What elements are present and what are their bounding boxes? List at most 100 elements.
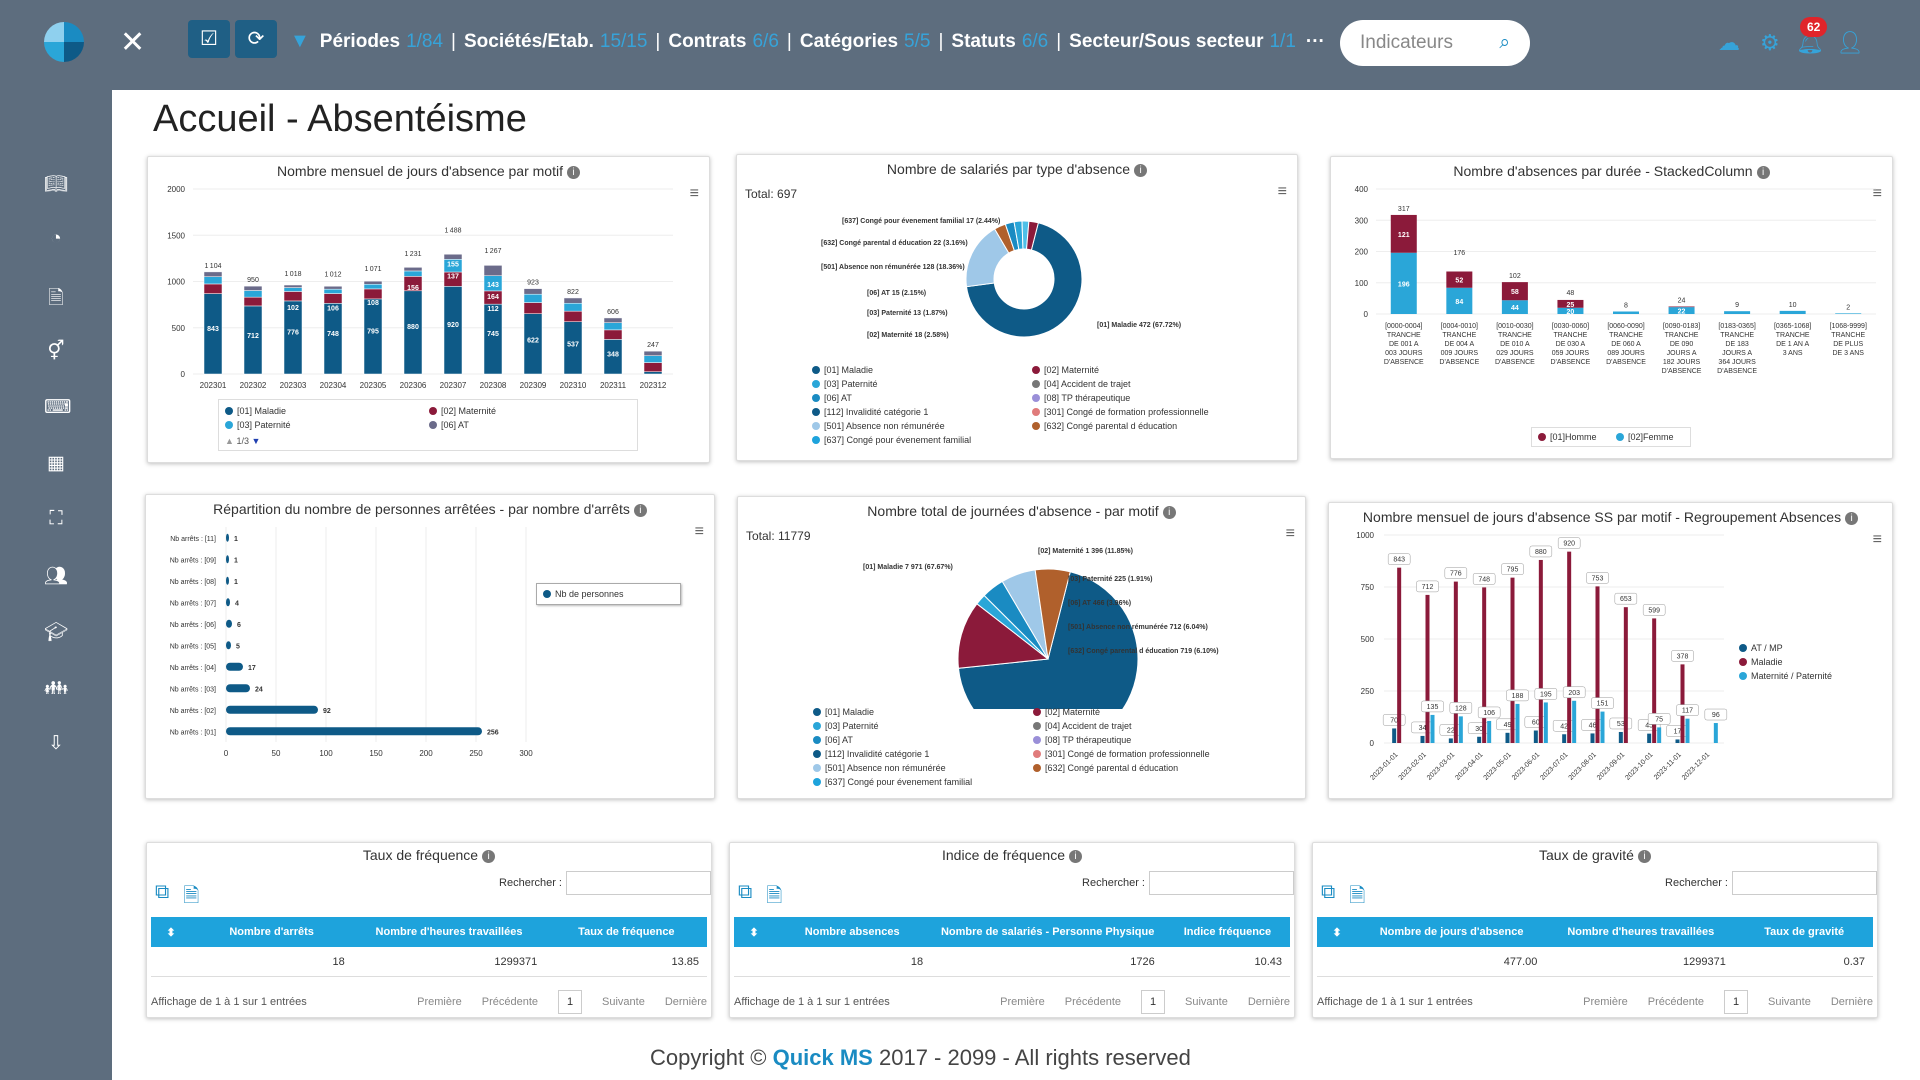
table-search-input[interactable] bbox=[566, 871, 711, 895]
calendar-icon[interactable]: ▦ bbox=[47, 453, 65, 474]
legend-item[interactable]: [06] AT bbox=[812, 393, 852, 403]
legend-item[interactable]: [08] TP thérapeutique bbox=[1033, 735, 1131, 745]
legend-item[interactable]: [501] Absence non rémunérée bbox=[813, 763, 946, 773]
info-icon[interactable]: i bbox=[566, 166, 580, 179]
chart-menu-icon[interactable]: ≡ bbox=[694, 523, 704, 540]
legend-item[interactable]: [01] Maladie bbox=[812, 365, 873, 375]
excel-icon[interactable]: 🗎 bbox=[1349, 885, 1366, 907]
users-icon[interactable]: 👥︎ bbox=[44, 566, 69, 587]
excel-icon[interactable]: 🗎 bbox=[766, 885, 783, 907]
refresh-button[interactable]: ⟳ bbox=[235, 20, 277, 58]
legend-pager[interactable]: ▲ 1/3 ▼ bbox=[225, 436, 261, 446]
dashboard-icon[interactable]: ◔ bbox=[50, 228, 62, 249]
gear-icon[interactable]: ⚙ bbox=[1760, 30, 1780, 55]
info-icon[interactable]: i bbox=[1162, 506, 1176, 519]
pager-first[interactable]: Première bbox=[1583, 996, 1628, 1008]
legend-item[interactable]: [637] Congé pour évenement familial bbox=[813, 777, 972, 787]
legend-item[interactable]: [01] Maladie bbox=[813, 707, 874, 717]
legend-item[interactable]: [04] Accident de trajet bbox=[1032, 379, 1131, 389]
legend-item[interactable]: Nb de personnes bbox=[543, 589, 624, 599]
document-icon[interactable]: 🗎 bbox=[48, 288, 64, 309]
pager-next[interactable]: Suivante bbox=[602, 996, 645, 1008]
legend-item[interactable]: [02]Femme bbox=[1616, 432, 1674, 442]
legend-item[interactable]: [112] Invalidité catégorie 1 bbox=[812, 407, 928, 417]
keyboard-icon[interactable]: ⌨ bbox=[44, 397, 72, 418]
copy-icon[interactable]: ⧉ bbox=[155, 881, 170, 903]
more-filters-button[interactable]: ··· bbox=[1305, 30, 1325, 52]
legend-item[interactable]: [632] Congé parental d éducation bbox=[1032, 421, 1177, 431]
legend-item[interactable]: [03] Paternité bbox=[225, 420, 291, 430]
filter-secteur[interactable]: Secteur/Sous secteur 1/1 bbox=[1069, 30, 1296, 52]
close-icon[interactable]: ✕ bbox=[120, 26, 146, 59]
column-header[interactable]: Nombre d'arrêts bbox=[229, 926, 314, 938]
filter-periodes[interactable]: Périodes 1/84 bbox=[319, 30, 444, 52]
column-header[interactable]: Nombre de jours d'absence bbox=[1379, 926, 1524, 938]
chart-menu-icon[interactable]: ≡ bbox=[1872, 185, 1882, 202]
copy-icon[interactable]: ⧉ bbox=[738, 881, 753, 903]
chart-menu-icon[interactable]: ≡ bbox=[1872, 531, 1882, 548]
search-icon[interactable]: ⌕ bbox=[1499, 32, 1510, 53]
info-icon[interactable]: i bbox=[1068, 850, 1082, 863]
legend-item[interactable]: [112] Invalidité catégorie 1 bbox=[813, 749, 929, 759]
legend-item[interactable]: [632] Congé parental d éducation bbox=[1033, 763, 1178, 773]
legend-item[interactable]: [01] Maladie bbox=[225, 406, 286, 416]
chart-menu-icon[interactable]: ≡ bbox=[1277, 183, 1287, 200]
legend-item[interactable]: [01]Homme bbox=[1538, 432, 1597, 442]
column-header[interactable]: Nombre d'heures travaillées bbox=[1567, 926, 1715, 938]
info-icon[interactable]: i bbox=[1756, 166, 1770, 179]
user-download-icon[interactable]: ⇩ bbox=[48, 733, 64, 754]
pager-prev[interactable]: Précédente bbox=[1647, 996, 1704, 1008]
group-icon[interactable]: 👪︎ bbox=[44, 678, 69, 699]
legend-item[interactable]: Maladie bbox=[1739, 657, 1783, 667]
legend-item[interactable]: [301] Congé de formation professionnelle bbox=[1033, 749, 1210, 759]
graduate-icon[interactable]: 🎓︎ bbox=[44, 622, 69, 643]
legend-item[interactable]: AT / MP bbox=[1739, 643, 1783, 653]
pager-page[interactable]: 1 bbox=[558, 990, 582, 1014]
sort-icon[interactable]: ⬍ bbox=[1332, 926, 1342, 939]
legend-item[interactable]: [02] Maternité bbox=[1033, 707, 1100, 717]
table-search-input[interactable] bbox=[1149, 871, 1294, 895]
pager-page[interactable]: 1 bbox=[1141, 990, 1165, 1014]
legend-item[interactable]: [301] Congé de formation professionnelle bbox=[1032, 407, 1209, 417]
legend-item[interactable]: [501] Absence non rémunérée bbox=[812, 421, 945, 431]
column-header[interactable]: Nombre de salariés - Personne Physique bbox=[940, 926, 1155, 938]
info-icon[interactable]: i bbox=[482, 850, 496, 863]
legend-item[interactable]: [03] Paternité bbox=[813, 721, 879, 731]
filter-statuts[interactable]: Statuts 6/6 bbox=[951, 30, 1049, 52]
user-icon[interactable]: 👤︎ bbox=[1836, 30, 1864, 55]
legend-item[interactable]: [04] Accident de trajet bbox=[1033, 721, 1132, 731]
legend-item[interactable]: [06] AT bbox=[429, 420, 469, 430]
app-logo[interactable] bbox=[44, 22, 84, 62]
legend-item[interactable]: [08] TP thérapeutique bbox=[1032, 393, 1130, 403]
pager-prev[interactable]: Précédente bbox=[1064, 996, 1121, 1008]
filter-societes[interactable]: Sociétés/Etab. 15/15 bbox=[463, 30, 648, 52]
info-icon[interactable]: i bbox=[1134, 164, 1148, 177]
brand-link[interactable]: Quick MS bbox=[772, 1045, 873, 1070]
sort-icon[interactable]: ⬍ bbox=[166, 926, 176, 939]
pager-next[interactable]: Suivante bbox=[1768, 996, 1811, 1008]
pager-last[interactable]: Dernière bbox=[1247, 996, 1290, 1008]
filter-icon[interactable]: ▼ bbox=[290, 30, 310, 52]
legend-item[interactable]: [02] Maternité bbox=[1032, 365, 1099, 375]
pager-page[interactable]: 1 bbox=[1724, 990, 1748, 1014]
chart-menu-icon[interactable]: ≡ bbox=[689, 185, 699, 202]
column-header[interactable]: Nombre d'heures travaillées bbox=[375, 926, 523, 938]
gender-icon[interactable]: ⚥ bbox=[47, 341, 65, 362]
copy-icon[interactable]: ⧉ bbox=[1321, 881, 1336, 903]
sort-icon[interactable]: ⬍ bbox=[749, 926, 759, 939]
pager-first[interactable]: Première bbox=[1000, 996, 1045, 1008]
info-icon[interactable]: i bbox=[1637, 850, 1651, 863]
legend-item[interactable]: [03] Paternité bbox=[812, 379, 878, 389]
book-icon[interactable]: 📖︎ bbox=[44, 174, 69, 195]
info-icon[interactable]: i bbox=[633, 504, 647, 517]
org-chart-icon[interactable]: ⛶ bbox=[49, 508, 63, 529]
cloud-icon[interactable]: ☁ bbox=[1718, 30, 1740, 55]
chart-menu-icon[interactable]: ≡ bbox=[1285, 525, 1295, 542]
pager-last[interactable]: Dernière bbox=[664, 996, 707, 1008]
table-search-input[interactable] bbox=[1732, 871, 1877, 895]
pager-last[interactable]: Dernière bbox=[1830, 996, 1873, 1008]
checklist-button[interactable]: ☑ bbox=[188, 20, 230, 58]
pager-first[interactable]: Première bbox=[417, 996, 462, 1008]
column-header[interactable]: Taux de fréquence bbox=[578, 926, 675, 938]
filter-contrats[interactable]: Contrats 6/6 bbox=[668, 30, 779, 52]
